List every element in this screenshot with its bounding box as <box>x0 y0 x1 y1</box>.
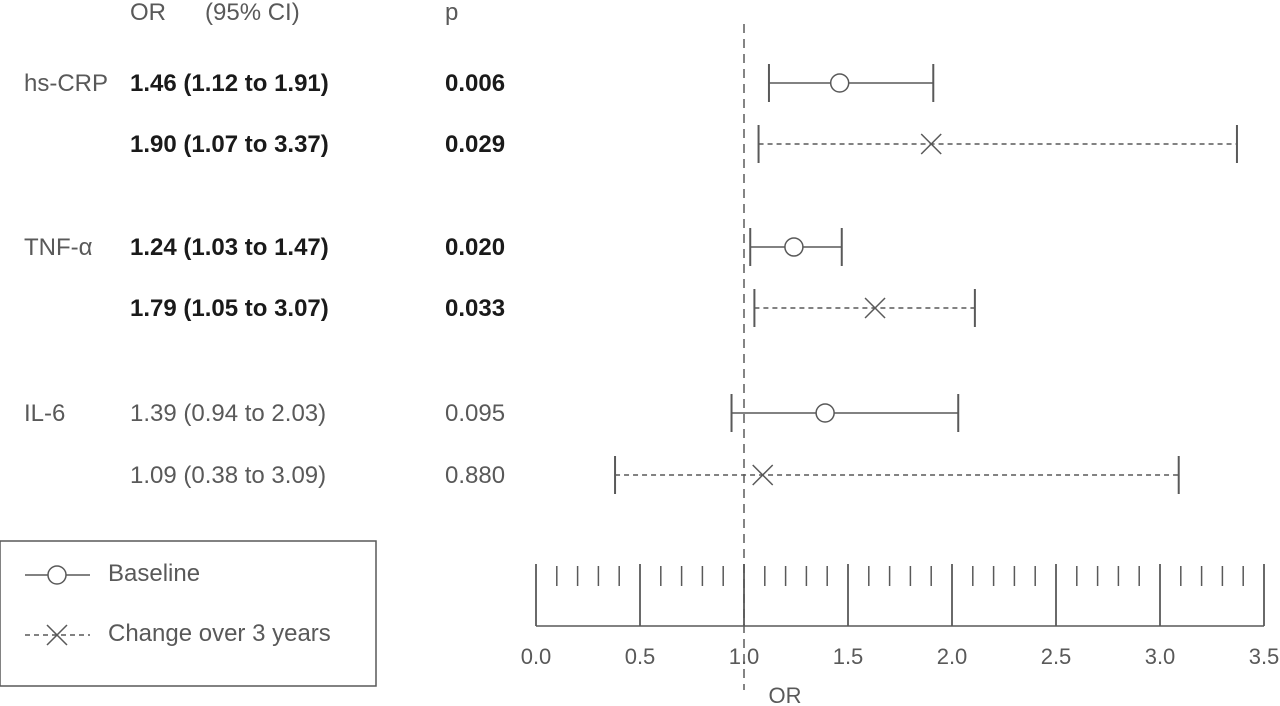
x-tick-label: 0.0 <box>521 644 552 669</box>
row-p-value: 0.095 <box>445 400 505 427</box>
row-p-value: 0.033 <box>445 295 505 322</box>
row-or-ci: 1.09 (0.38 to 3.09) <box>130 462 326 489</box>
row-or-ci: 1.39 (0.94 to 2.03) <box>130 400 326 427</box>
or-point-circle <box>784 237 804 257</box>
x-tick-label: 1.0 <box>729 644 760 669</box>
row-p-value: 0.006 <box>445 70 505 97</box>
or-point-cross <box>864 297 886 319</box>
row-or-ci: 1.90 (1.07 to 3.37) <box>130 131 329 158</box>
legend-baseline-label: Baseline <box>108 560 200 587</box>
legend-change-label: Change over 3 years <box>108 620 331 647</box>
legend: Baseline Change over 3 years <box>0 540 377 687</box>
header-or: OR <box>130 0 166 26</box>
legend-baseline-marker <box>47 565 67 585</box>
row-or-ci: 1.24 (1.03 to 1.47) <box>130 234 329 261</box>
legend-box <box>0 540 377 687</box>
x-tick-label: 0.5 <box>625 644 656 669</box>
header-p: p <box>445 0 458 26</box>
rows-layer: hs-CRP 1.46 (1.12 to 1.91) 0.006 1.90 (1.07… <box>24 70 505 489</box>
header-ci: (95% CI) <box>205 0 300 26</box>
row-or-ci: 1.79 (1.05 to 3.07) <box>130 295 329 322</box>
row-group-label: IL-6 <box>24 400 65 427</box>
x-tick-label: 3.0 <box>1145 644 1176 669</box>
x-tick-label: 2.0 <box>937 644 968 669</box>
row-or-ci: 1.46 (1.12 to 1.91) <box>130 70 329 97</box>
row-group-label: TNF-α <box>24 234 93 261</box>
or-point-cross <box>752 464 774 486</box>
x-axis: 0.0 0.5 1.0 1.5 2.0 2.5 3.0 3.5 OR <box>521 564 1280 706</box>
x-tick-label: 2.5 <box>1041 644 1072 669</box>
row-p-value: 0.029 <box>445 131 505 158</box>
or-point-circle <box>815 403 835 423</box>
x-tick-label: 1.5 <box>833 644 864 669</box>
row-group-label: hs-CRP <box>24 70 108 97</box>
legend-change-marker <box>46 624 68 646</box>
or-point-cross <box>920 133 942 155</box>
x-tick-label: 3.5 <box>1249 644 1280 669</box>
row-p-value: 0.880 <box>445 462 505 489</box>
marks-layer <box>614 24 1238 690</box>
or-point-circle <box>829 73 850 93</box>
x-axis-title: OR <box>769 683 802 706</box>
row-p-value: 0.020 <box>445 234 505 261</box>
